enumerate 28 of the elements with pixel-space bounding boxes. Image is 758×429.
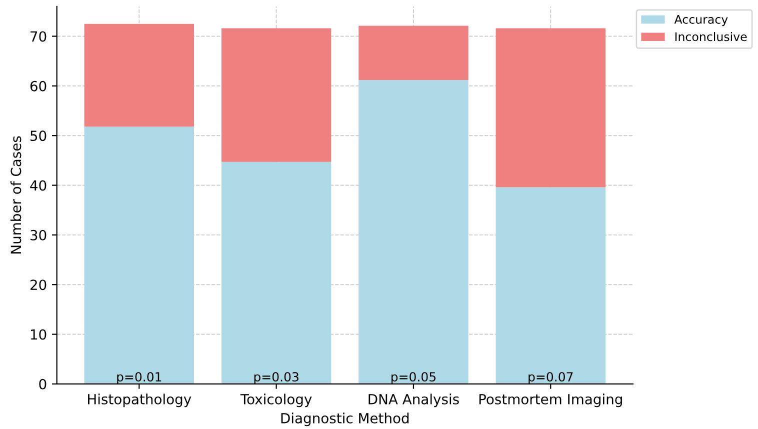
bar [496, 187, 606, 384]
bar [358, 80, 468, 384]
x-tick-label: Postmortem Imaging [479, 394, 622, 408]
x-tick-label: DNA Analysis [368, 394, 459, 408]
x-tick-label: Toxicology [240, 394, 312, 408]
bar [84, 126, 194, 384]
y-axis-title: Number of Cases [10, 136, 22, 254]
legend-label: Accuracy [674, 15, 728, 26]
y-tick-label: 70 [30, 31, 46, 42]
y-tick-label: 40 [30, 180, 46, 191]
annotation: p=0.01 [117, 372, 162, 384]
y-tick-label: 10 [30, 329, 46, 340]
x-axis-title: Diagnostic Method [281, 412, 409, 426]
bar [84, 24, 194, 127]
annotation: p=0.05 [391, 372, 436, 384]
annotation: p=0.07 [528, 372, 573, 384]
legend-label: Inconclusive [675, 32, 747, 42]
y-tick-label: 30 [30, 230, 46, 240]
bar [221, 162, 332, 384]
bar [221, 28, 332, 162]
bar [496, 28, 606, 188]
annotation: p=0.03 [254, 372, 298, 384]
bar [358, 26, 468, 80]
y-tick-label: 60 [30, 80, 46, 92]
y-tick-label: 20 [30, 280, 46, 290]
y-tick-label: 0 [39, 378, 46, 390]
x-tick-label: Histopathology [88, 394, 192, 408]
y-tick-label: 50 [30, 130, 46, 142]
